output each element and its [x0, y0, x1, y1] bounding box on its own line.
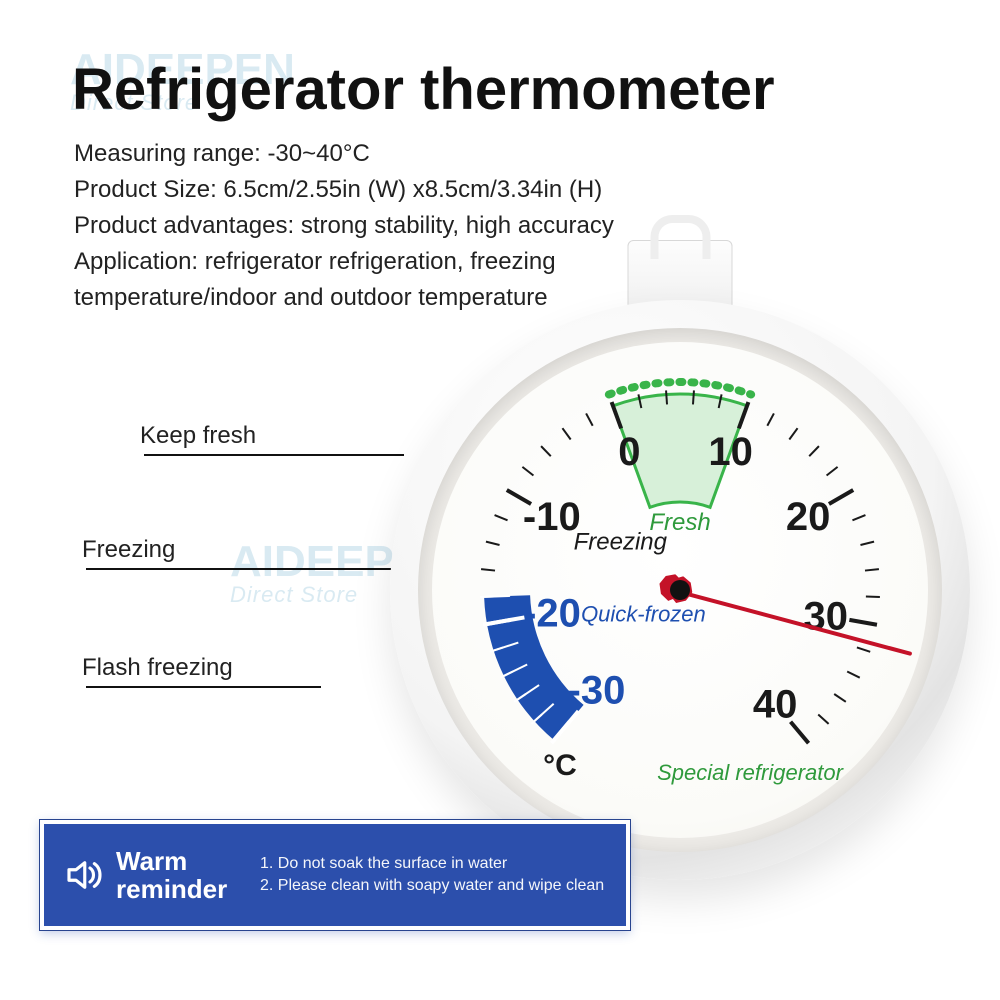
svg-text:°C: °C — [543, 749, 577, 782]
thermometer: -30-20-10010203040FreshFreezingQuick-fro… — [390, 300, 970, 880]
spec-line: Product advantages: strong stability, hi… — [74, 208, 614, 244]
svg-text:0: 0 — [618, 430, 640, 474]
callout-flash-freezing: Flash freezing — [82, 654, 233, 682]
reminder-item: 2. Please clean with soapy water and wip… — [260, 875, 604, 897]
reminder-list: 1. Do not soak the surface in water 2. P… — [260, 853, 604, 897]
svg-text:-30: -30 — [568, 669, 626, 713]
callout-freezing: Freezing — [82, 536, 175, 564]
svg-text:-20: -20 — [523, 592, 581, 636]
svg-text:20: 20 — [786, 495, 831, 539]
svg-text:Quick-frozen: Quick-frozen — [581, 602, 706, 627]
specs-list: Measuring range: -30~40°C Product Size: … — [74, 136, 614, 316]
page-title: Refrigerator thermometer — [72, 56, 775, 123]
leader-line — [144, 454, 404, 456]
leader-line — [86, 568, 396, 570]
needle-hub — [670, 580, 690, 600]
svg-text:Special refrigerator: Special refrigerator — [657, 760, 845, 785]
callout-label: Freezing — [82, 536, 175, 563]
svg-text:40: 40 — [753, 682, 798, 726]
reminder-title: Warm reminder — [116, 847, 246, 903]
warm-reminder-box: Warm reminder 1. Do not soak the surface… — [40, 820, 630, 930]
callout-label: Flash freezing — [82, 654, 233, 681]
leader-line — [86, 686, 321, 688]
spec-line: Product Size: 6.5cm/2.55in (W) x8.5cm/3.… — [74, 172, 614, 208]
svg-text:10: 10 — [708, 430, 753, 474]
spec-line: Application: refrigerator refrigeration,… — [74, 244, 614, 280]
callout-label: Keep fresh — [140, 422, 256, 449]
svg-text:-10: -10 — [523, 495, 581, 539]
svg-text:Freezing: Freezing — [574, 529, 668, 556]
callout-keep-fresh: Keep fresh — [140, 422, 256, 450]
reminder-item: 1. Do not soak the surface in water — [260, 853, 604, 875]
spec-line: Measuring range: -30~40°C — [74, 136, 614, 172]
speaker-icon — [62, 854, 104, 896]
